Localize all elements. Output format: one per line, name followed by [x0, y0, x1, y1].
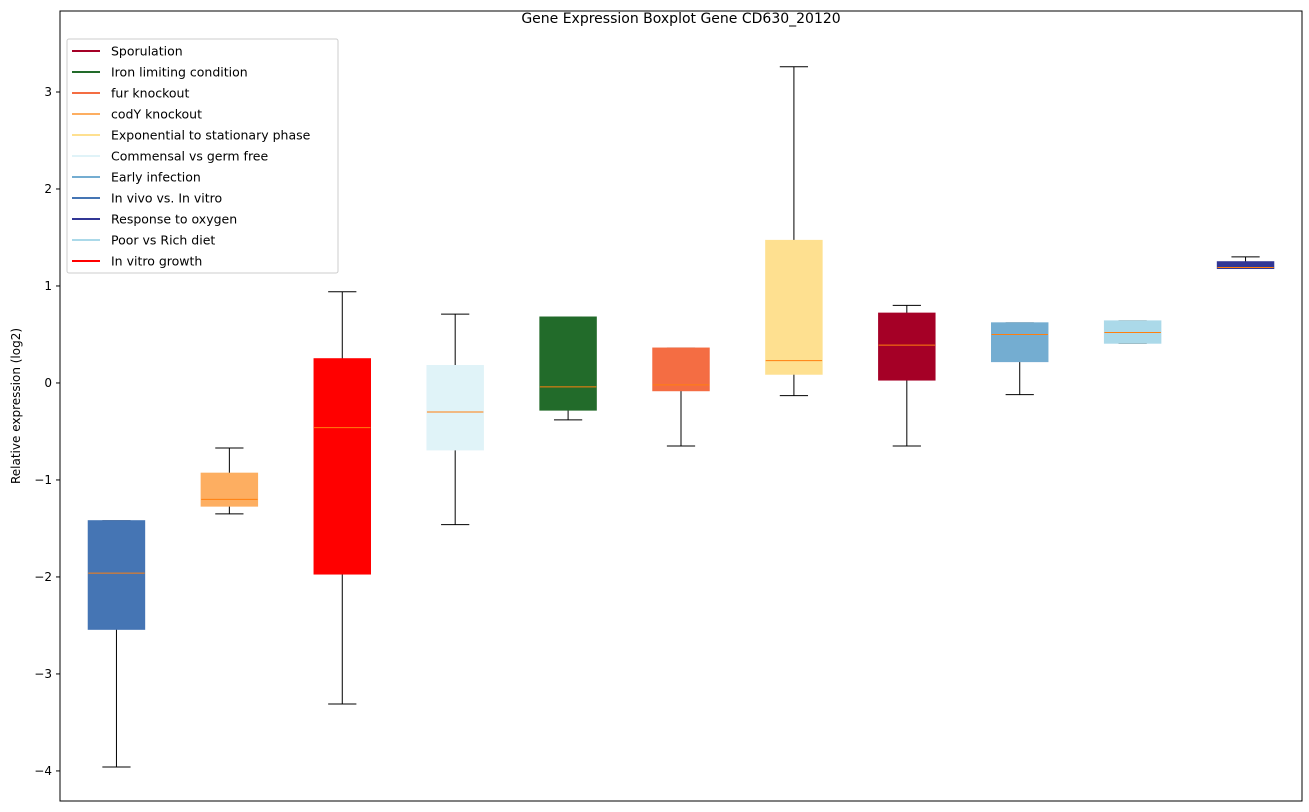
axes-frame — [59, 10, 1303, 802]
legend-label: Response to oxygen — [111, 212, 237, 227]
y-tick-label: −3 — [34, 667, 52, 681]
box-5 — [652, 347, 710, 447]
box-9 — [1103, 320, 1162, 344]
legend-frame — [66, 38, 339, 274]
legend-label: Early infection — [111, 170, 201, 185]
box-4 — [539, 316, 597, 421]
box-body — [765, 239, 823, 375]
box-2 — [313, 291, 371, 705]
y-tick-label: 3 — [44, 85, 52, 99]
box-body — [1216, 261, 1275, 270]
box-3 — [426, 313, 484, 526]
box-0 — [87, 520, 146, 768]
y-tick-label: 1 — [44, 279, 52, 293]
y-axis: −4 −3 −2 −1 0 1 2 3 — [34, 85, 60, 778]
legend-label: Sporulation — [111, 44, 183, 59]
box-6 — [765, 66, 823, 397]
y-tick-label: −2 — [34, 570, 52, 584]
chart-title: Gene Expression Boxplot Gene CD630_20120 — [521, 11, 840, 27]
y-tick-label: −1 — [34, 473, 52, 487]
box-body — [313, 358, 371, 575]
y-axis-label: Relative expression (log2) — [9, 328, 23, 484]
boxes — [87, 66, 1275, 768]
legend-label: codY knockout — [111, 107, 202, 122]
box-body — [426, 365, 484, 451]
y-tick-label: 2 — [44, 182, 52, 196]
legend-label: Poor vs Rich diet — [111, 233, 215, 248]
legend-label: Iron limiting condition — [111, 65, 248, 80]
legend-label: Commensal vs germ free — [111, 149, 268, 164]
legend-label: In vitro growth — [111, 254, 202, 269]
box-10 — [1216, 256, 1275, 270]
box-1 — [200, 447, 259, 515]
box-body — [878, 312, 936, 381]
y-tick-label: −4 — [34, 764, 52, 778]
box-body — [539, 316, 597, 411]
box-body — [200, 472, 259, 507]
box-body — [87, 520, 146, 630]
legend-label: In vivo vs. In vitro — [111, 191, 222, 206]
box-body — [991, 322, 1049, 363]
legend-label: fur knockout — [111, 86, 189, 101]
box-body — [652, 347, 710, 392]
legend: Sporulation Iron limiting condition fur kn… — [66, 38, 339, 274]
box-8 — [991, 322, 1049, 396]
box-7 — [878, 304, 936, 447]
y-tick-label: 0 — [44, 376, 52, 390]
legend-label: Exponential to stationary phase — [111, 128, 311, 143]
